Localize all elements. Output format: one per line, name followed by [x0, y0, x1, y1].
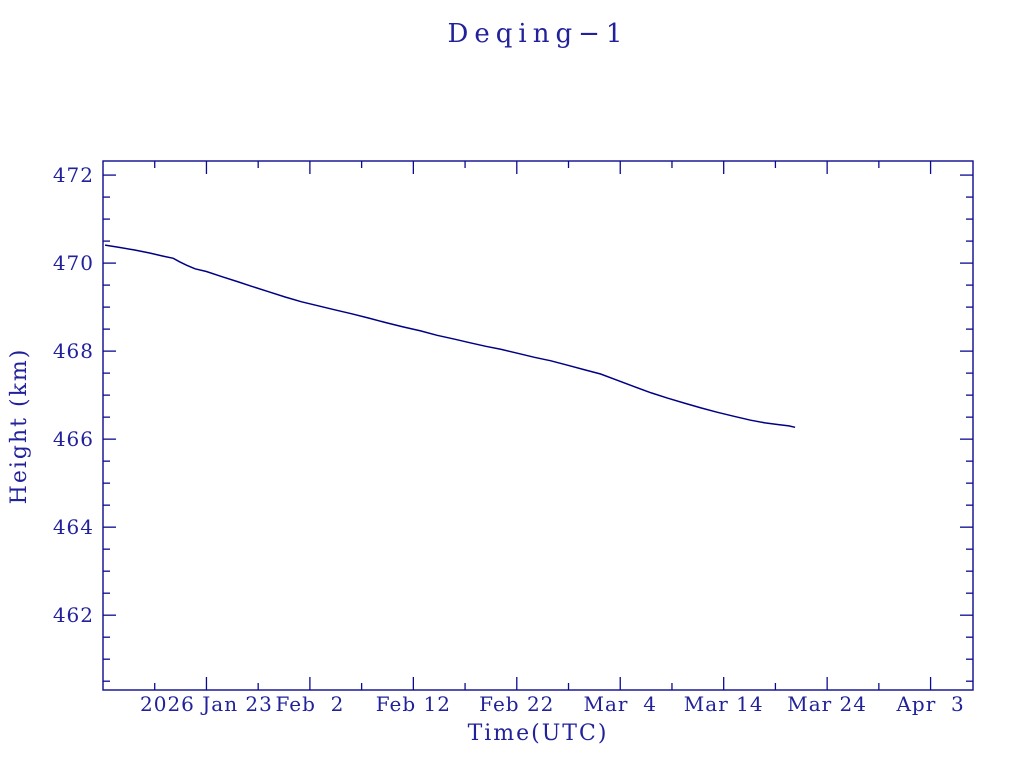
chart-title: Deqing−1	[448, 19, 629, 49]
x-axis-label: Time(UTC)	[468, 721, 609, 746]
y-tick-label: 466	[53, 427, 94, 451]
y-axis-label: Height (km)	[7, 348, 32, 505]
x-tick-label: Mar 14	[684, 692, 764, 716]
y-tick-label: 470	[53, 251, 94, 275]
x-tick-label: Feb 12	[376, 692, 451, 716]
x-tick-label: Feb 2	[275, 692, 344, 716]
plot-frame	[102, 160, 974, 691]
x-tick-label: Apr 3	[895, 692, 964, 716]
y-tick-label: 468	[53, 339, 94, 363]
y-tick-label: 472	[53, 163, 94, 187]
height-curve	[104, 244, 796, 429]
y-tick-label: 464	[53, 515, 94, 539]
x-tick-label: Mar 4	[584, 692, 657, 716]
x-tick-label: Mar 24	[787, 692, 867, 716]
x-tick-label: 2026 Jan 23	[140, 692, 273, 716]
y-tick-label: 462	[53, 603, 94, 627]
x-axis-tick-labels: 2026 Jan 23 Feb 2 Feb 12 Feb 22 Mar 4 Mar 14 M…	[140, 692, 964, 716]
axis-ticks	[103, 161, 973, 690]
y-axis-tick-labels: 472 470 468 466 464 462	[53, 163, 94, 627]
x-tick-label: Feb 22	[479, 692, 554, 716]
